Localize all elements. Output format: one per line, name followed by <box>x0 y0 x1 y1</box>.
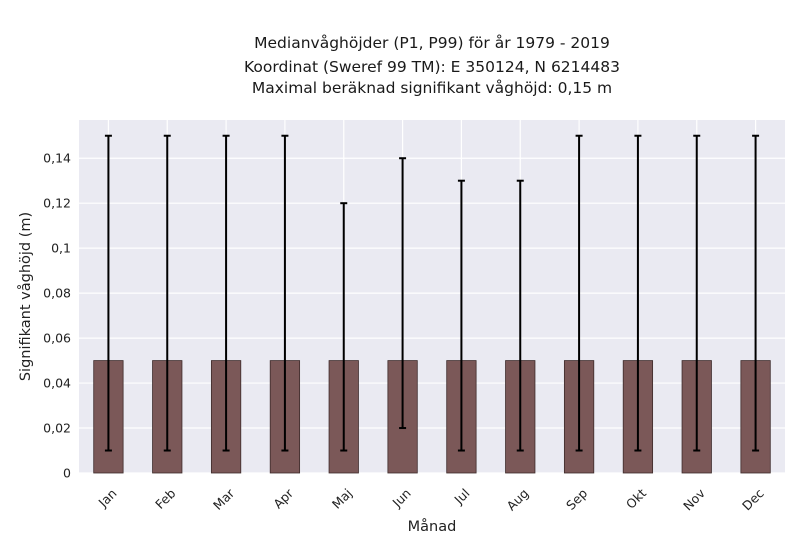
chart-title-line-3: Maximal beräknad signifikant våghöjd: 0,… <box>251 79 613 97</box>
x-tick-label: Aug <box>504 486 532 514</box>
x-tick-label: Jul <box>451 486 473 508</box>
plot-area <box>79 120 785 473</box>
chart-title-line-1: Medianvåghöjder (P1, P99) för år 1979 - … <box>80 34 784 52</box>
x-tick-label: Maj <box>329 486 355 512</box>
chart-title-line-2: Koordinat (Sweref 99 TM): E 350124, N 62… <box>244 58 620 76</box>
x-tick-label: Mar <box>210 485 238 513</box>
x-tick-label: Apr <box>270 485 297 512</box>
y-tick-label: 0,04 <box>43 376 71 391</box>
x-tick-label: Sep <box>563 486 590 513</box>
y-tick-label: 0,06 <box>43 331 71 346</box>
title-line-1-text: Medianvåghöjder (P1, P99) för år 1979 - … <box>254 34 610 52</box>
x-tick-label: Dec <box>739 486 767 514</box>
y-tick-label: 0,08 <box>43 286 71 301</box>
y-tick-label: 0,12 <box>43 196 71 211</box>
x-tick-label: Nov <box>680 485 708 513</box>
y-tick-label: 0,14 <box>43 151 71 166</box>
y-tick-label: 0,1 <box>51 241 71 256</box>
x-tick-label: Okt <box>623 486 649 512</box>
x-tick-label: Jun <box>389 486 414 511</box>
y-tick-label: 0,02 <box>43 421 71 436</box>
x-tick-label: Jan <box>95 486 120 511</box>
x-axis-label: Månad <box>408 518 457 535</box>
y-tick-label: 0 <box>63 466 71 481</box>
x-tick-label: Feb <box>152 486 178 512</box>
y-axis-label: Signifikant våghöjd (m) <box>17 212 34 381</box>
